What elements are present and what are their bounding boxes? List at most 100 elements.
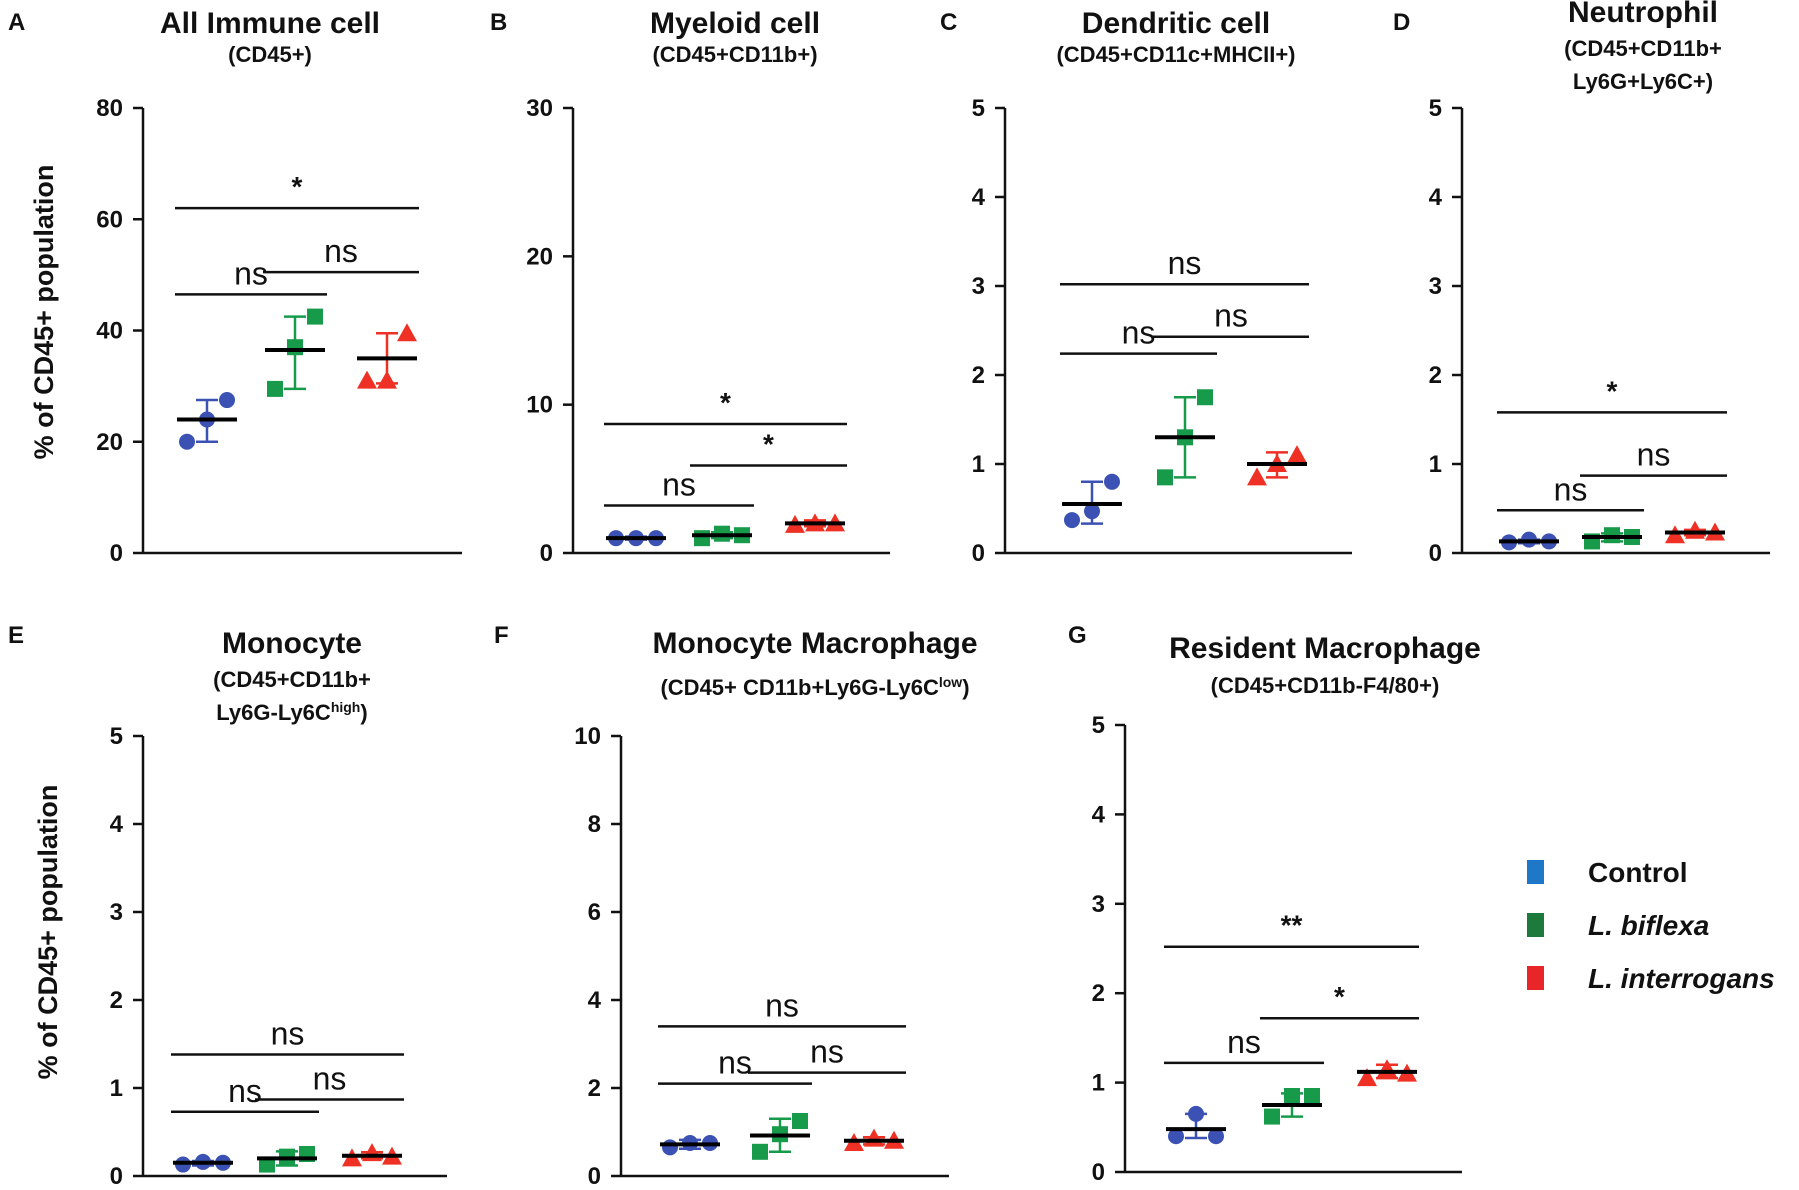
data-point-control [1084, 503, 1100, 520]
data-point-l-biflexa [1157, 469, 1173, 486]
panel-title: Monocyte [222, 627, 362, 660]
y-tick-label: 3 [972, 273, 985, 300]
y-tick-label: 1 [1092, 1070, 1105, 1097]
y-tick-label: 30 [526, 95, 553, 122]
panel-letter: E [8, 622, 24, 649]
significance-label: * [1607, 375, 1618, 406]
data-point-l-biflexa [287, 339, 303, 356]
data-point-l-biflexa [792, 1113, 808, 1129]
y-tick-label: 2 [588, 1075, 601, 1102]
y-tick-label: 0 [540, 540, 553, 567]
data-point-l-biflexa [259, 1156, 275, 1173]
data-point-l-interrogans [357, 370, 377, 389]
data-point-l-interrogans [1377, 1059, 1397, 1078]
y-tick-label: 5 [1429, 95, 1442, 122]
data-point-l-interrogans [1287, 445, 1307, 464]
data-point-l-biflexa [307, 308, 323, 325]
panel-letter: C [940, 9, 957, 36]
y-tick-label: 4 [1429, 184, 1443, 211]
data-point-l-interrogans [1247, 467, 1267, 486]
panel-subtitle: (CD45+CD11c+MHCII+) [1056, 42, 1295, 67]
panel-letter: A [8, 9, 25, 36]
significance-label: ns [765, 987, 799, 1023]
y-tick-label: 20 [526, 243, 553, 270]
data-point-control [179, 433, 195, 450]
significance-label: ns [662, 467, 696, 503]
y-tick-label: 6 [588, 899, 601, 926]
significance-label: ** [1281, 910, 1303, 941]
data-point-l-biflexa [1197, 389, 1213, 406]
significance-label: ns [234, 255, 268, 291]
data-point-control [1188, 1105, 1204, 1122]
panel-d: D Neutrophil (CD45+CD11b+ Ly6G+Ly6C+) 0 1 2 3 4 5… [1393, 0, 1770, 567]
panel-g: G Resident Macrophage (CD45+CD11b-F4/80+) 0… [1068, 622, 1481, 1186]
panel-subtitle: (CD45+ CD11b+Ly6G-Ly6Clow) [660, 674, 969, 700]
legend-label-l-biflexa: L. biflexa [1588, 910, 1709, 941]
panel-c: C Dendritic cell(CD45+CD11c+MHCII+) 0 1 2 3 4 5… [940, 7, 1352, 567]
y-tick-label: 2 [1429, 362, 1442, 389]
significance-label: ns [1122, 315, 1156, 351]
y-tick-label: 10 [526, 392, 553, 419]
data-point-l-biflexa [752, 1143, 768, 1160]
y-tick-label: 60 [96, 206, 123, 233]
panel-f: F Monocyte Macrophage (CD45+ CD11b+Ly6G-Ly… [494, 622, 978, 1190]
panel-title: Resident Macrophage [1169, 632, 1481, 665]
y-tick-label: 2 [972, 362, 985, 389]
y-tick-label: 1 [1429, 451, 1442, 478]
panel-title: Dendritic cell [1082, 7, 1270, 40]
y-tick-label: 80 [96, 95, 123, 122]
panel-subtitle: (CD45+CD11b+) [652, 42, 817, 67]
data-point-control [662, 1139, 678, 1156]
panel-subtitle: (CD45+) [228, 42, 312, 67]
panel-letter: D [1393, 9, 1410, 36]
legend: Control L. biflexa L. interrogans [1527, 857, 1775, 994]
data-point-control [1208, 1128, 1224, 1145]
y-tick-label: 5 [110, 723, 123, 750]
significance-label: ns [1227, 1024, 1261, 1060]
data-point-control [1104, 473, 1120, 490]
panel-title: All Immune cell [160, 7, 380, 40]
panel-subtitle: (CD45+CD11b+ [1564, 36, 1722, 61]
y-tick-label: 1 [972, 451, 985, 478]
panel-subtitle: Ly6G-Ly6Chigh) [216, 699, 367, 725]
y-tick-label: 4 [972, 184, 986, 211]
y-tick-label: 40 [96, 318, 123, 345]
significance-label: ns [324, 233, 358, 269]
data-point-control [219, 392, 235, 409]
y-tick-label: 5 [1092, 712, 1105, 739]
y-tick-label: 3 [110, 899, 123, 926]
significance-label: ns [1637, 437, 1671, 473]
y-tick-label: 4 [588, 987, 602, 1014]
data-point-l-interrogans [397, 323, 417, 342]
legend-label-l-interrogans: L. interrogans [1588, 963, 1775, 994]
y-tick-label: 0 [110, 1163, 123, 1190]
data-point-control [1064, 512, 1080, 529]
y-tick-label: 0 [1429, 540, 1442, 567]
y-tick-label: 2 [1092, 980, 1105, 1007]
y-tick-label: 4 [1092, 801, 1106, 828]
y-axis-label-top-row: % of CD45+ population [29, 165, 59, 460]
y-tick-label: 8 [588, 811, 601, 838]
significance-label: ns [810, 1034, 844, 1070]
data-point-l-interrogans [377, 370, 397, 389]
panel-letter: F [494, 622, 509, 649]
data-point-control [1168, 1128, 1184, 1145]
panel-subtitle: (CD45+CD11b+ [213, 667, 371, 692]
significance-label: ns [718, 1045, 752, 1081]
significance-label: ns [1168, 245, 1202, 281]
y-tick-label: 2 [110, 987, 123, 1014]
data-point-l-biflexa [1264, 1108, 1280, 1125]
panel-title: Monocyte Macrophage [652, 627, 977, 660]
legend-swatch-l-biflexa [1527, 913, 1544, 937]
data-point-l-biflexa [1304, 1088, 1320, 1105]
y-tick-label: 3 [1429, 273, 1442, 300]
panel-b: B Myeloid cell(CD45+CD11b+) 0 10 20 30 ns * * [490, 7, 890, 567]
panel-title: Myeloid cell [650, 7, 820, 40]
significance-label: * [1334, 981, 1345, 1012]
significance-label: ns [1214, 298, 1248, 334]
data-point-l-interrogans [1357, 1068, 1377, 1087]
y-tick-label: 3 [1092, 891, 1105, 918]
panel-title: Neutrophil [1568, 0, 1718, 29]
